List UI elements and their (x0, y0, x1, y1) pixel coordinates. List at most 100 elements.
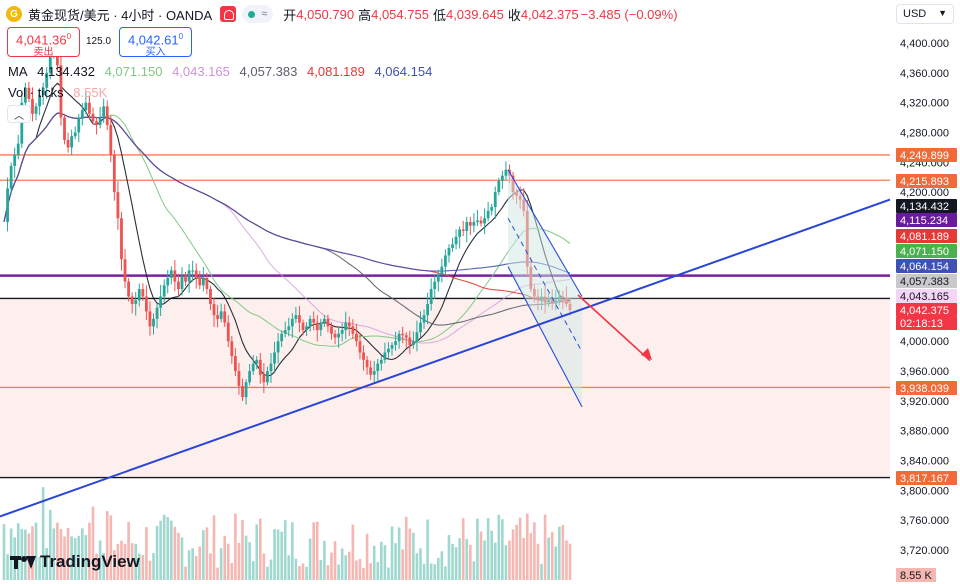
volume-bar (426, 519, 429, 580)
candle-body (9, 166, 13, 189)
candle-body (280, 333, 284, 342)
candle-body (169, 270, 173, 278)
volume-bar (515, 524, 518, 580)
volume-bar (187, 550, 191, 580)
candle-body (16, 143, 20, 155)
candle-body (241, 385, 244, 398)
candle-body (319, 322, 323, 331)
volume-bar (38, 556, 41, 580)
candle-body (144, 296, 148, 312)
volume-bar (255, 524, 259, 580)
gold-coin-icon: G (6, 6, 22, 22)
volume-bar (105, 511, 109, 580)
candle-body (116, 192, 120, 219)
low-value: 4,039.645 (445, 6, 504, 22)
volume-bar (56, 522, 59, 580)
candle-body (77, 117, 81, 133)
volume-bar (483, 540, 486, 580)
candle-body (45, 72, 49, 88)
y-axis-tick-label: 3,920.000 (900, 396, 949, 408)
candle-body (162, 285, 166, 297)
candle-body (458, 229, 462, 237)
volume-bar (237, 542, 241, 580)
candle-body (223, 311, 227, 323)
price-axis-label: 4,249.899 (900, 150, 949, 162)
candle-body (130, 296, 134, 304)
y-axis-tick-label: 4,360.000 (900, 68, 949, 80)
volume-bar (251, 561, 255, 580)
candle-body (148, 311, 152, 327)
volume-bar (120, 540, 123, 580)
candle-body (337, 333, 341, 338)
volume-bar (88, 522, 91, 580)
candle-body (198, 277, 202, 286)
volume-bar (337, 564, 340, 580)
sell-button[interactable]: 4,041.360 卖出 (7, 27, 80, 58)
alert-bell-icon[interactable] (220, 6, 237, 22)
volume-bar (301, 563, 305, 580)
market-status-pill[interactable]: ≈ (242, 5, 274, 23)
volume-bar (444, 566, 447, 580)
volume-bar (433, 564, 437, 580)
volume-bar (522, 538, 526, 580)
collapse-legend-button[interactable]: ︿ (7, 105, 31, 123)
volume-bar (41, 487, 45, 580)
volume-bar (6, 554, 9, 580)
market-open-dot-icon (248, 10, 256, 18)
buy-button[interactable]: 4,042.610 买入 (119, 27, 192, 58)
rising-trendline (0, 198, 891, 518)
projection-arrow-line (577, 294, 651, 362)
volume-bar (180, 537, 184, 580)
sell-price: 4,041.36 (15, 32, 67, 48)
volume-bar (412, 532, 415, 580)
volume-bar (540, 563, 543, 580)
volume-legend[interactable]: Vol · ticks 8.55K (8, 85, 107, 100)
candle-body (294, 315, 298, 319)
volume-bar (347, 551, 351, 580)
candle-body (66, 139, 70, 148)
volume-bar (48, 509, 52, 580)
candle-body (248, 371, 252, 383)
candle-body (48, 54, 52, 73)
y-axis-tick-label: 3,760.000 (900, 515, 949, 527)
price-axis-label: 4,064.154 (900, 261, 949, 273)
candle-body (70, 136, 74, 148)
high-label: 高 (358, 7, 372, 23)
moving-average-line (3, 112, 571, 303)
candle-body (166, 277, 170, 286)
buy-price-sup: 0 (178, 32, 184, 41)
ma-legend[interactable]: MA 4,134.432 4,071.150 4,043.165 4,057.3… (8, 64, 438, 79)
candle-body (105, 106, 109, 126)
volume-bar (372, 545, 376, 580)
volume-bar (344, 555, 348, 580)
currency-select[interactable]: USD ▼ (896, 4, 954, 24)
y-axis-tick-label: 3,720.000 (900, 545, 949, 557)
volume-bar (269, 559, 273, 580)
symbol-title[interactable]: 黄金现货/美元 · 4小时 · OANDA (28, 7, 213, 23)
candle-body (440, 266, 444, 275)
volume-bar (376, 562, 380, 580)
volume-bar (558, 526, 561, 580)
candle-body (429, 289, 433, 304)
volume-bar (31, 526, 34, 580)
volume-unit: K (98, 85, 108, 100)
volume-bar (362, 567, 365, 580)
candle-body (258, 359, 262, 375)
volume-bar (123, 543, 127, 580)
candle-body (73, 132, 77, 137)
price-axis-label: 4,215.893 (900, 176, 949, 188)
channel-lower-line (507, 266, 583, 408)
candle-body (383, 352, 387, 360)
volume-bar (486, 518, 490, 580)
volume-bar (550, 532, 554, 580)
candle-body (372, 371, 376, 375)
candle-body (365, 359, 369, 368)
candle-body (415, 332, 419, 342)
volume-bars (2, 487, 572, 580)
candle-body (209, 289, 212, 304)
price-axis-label: 4,134.432 (900, 201, 949, 213)
ma-value-5: 4,081.189 (307, 64, 365, 79)
price-axis-label-bg (896, 274, 957, 288)
